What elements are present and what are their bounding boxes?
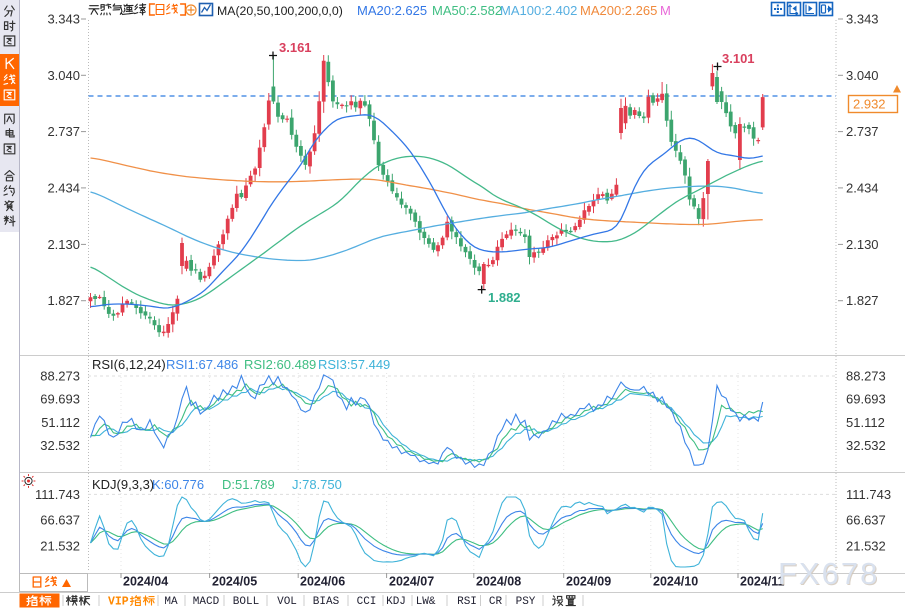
svg-text:3.343: 3.343 xyxy=(846,12,879,27)
svg-text:32.532: 32.532 xyxy=(40,438,80,453)
svg-text:MA(20,50,100,200,0,0): MA(20,50,100,200,0,0) xyxy=(217,4,343,18)
svg-text:CCI: CCI xyxy=(357,596,377,608)
svg-text:PSY: PSY xyxy=(516,596,536,608)
svg-text:51.112: 51.112 xyxy=(41,415,80,430)
svg-text:MA20:2.625: MA20:2.625 xyxy=(357,3,427,18)
svg-text:66.637: 66.637 xyxy=(40,513,80,528)
svg-text:21.532: 21.532 xyxy=(40,538,80,553)
svg-text:1.827: 1.827 xyxy=(47,293,80,308)
svg-text:2024/07: 2024/07 xyxy=(389,575,434,589)
svg-text:3.343: 3.343 xyxy=(47,12,80,27)
svg-text:MA: MA xyxy=(164,596,178,608)
svg-text:2.932: 2.932 xyxy=(853,97,886,112)
svg-text:RSI: RSI xyxy=(457,596,477,608)
svg-text:2.130: 2.130 xyxy=(846,237,879,252)
svg-text:2.737: 2.737 xyxy=(846,124,879,139)
svg-text:2.737: 2.737 xyxy=(47,124,80,139)
svg-text:21.532: 21.532 xyxy=(846,538,886,553)
svg-text:111.743: 111.743 xyxy=(846,487,891,502)
svg-text:3.161: 3.161 xyxy=(279,40,312,55)
svg-text:RSI3:57.449: RSI3:57.449 xyxy=(318,357,390,372)
svg-text:KDJ(9,3,3): KDJ(9,3,3) xyxy=(92,477,154,492)
svg-text:66.637: 66.637 xyxy=(846,513,886,528)
svg-text:88.273: 88.273 xyxy=(40,369,80,384)
svg-text:2024/09: 2024/09 xyxy=(566,575,611,589)
svg-text:FX678: FX678 xyxy=(779,557,880,592)
svg-text:VOL: VOL xyxy=(277,596,297,608)
svg-text:2024/05: 2024/05 xyxy=(212,575,257,589)
svg-text:MA200:2.265: MA200:2.265 xyxy=(580,3,657,18)
svg-text:BOLL: BOLL xyxy=(233,596,259,608)
svg-text:111.743: 111.743 xyxy=(35,487,80,502)
svg-text:2.130: 2.130 xyxy=(47,237,80,252)
svg-text:1.882: 1.882 xyxy=(488,290,521,305)
svg-text:CR: CR xyxy=(489,596,503,608)
svg-text:3.101: 3.101 xyxy=(722,51,755,66)
svg-text:VIP: VIP xyxy=(108,596,129,609)
svg-text:2024/11: 2024/11 xyxy=(740,575,785,589)
svg-text:2.434: 2.434 xyxy=(47,180,80,195)
svg-text:69.693: 69.693 xyxy=(40,392,80,407)
svg-text:FX678: FX678 xyxy=(778,556,879,591)
svg-text:2.434: 2.434 xyxy=(846,180,879,195)
svg-text:MA50:2.582: MA50:2.582 xyxy=(432,3,502,18)
svg-text:1.827: 1.827 xyxy=(846,293,879,308)
svg-text:32.532: 32.532 xyxy=(846,438,886,453)
svg-text:2024/06: 2024/06 xyxy=(300,575,345,589)
svg-text:51.112: 51.112 xyxy=(846,415,885,430)
svg-text:BIAS: BIAS xyxy=(313,596,340,608)
svg-text:88.273: 88.273 xyxy=(846,369,886,384)
svg-text:MA100:2.402: MA100:2.402 xyxy=(500,3,577,18)
svg-text:2024/08: 2024/08 xyxy=(476,575,521,589)
svg-text:KDJ: KDJ xyxy=(386,596,406,608)
svg-text:3.040: 3.040 xyxy=(846,68,879,83)
svg-text:K:60.776: K:60.776 xyxy=(152,477,204,492)
svg-text:RSI2:60.489: RSI2:60.489 xyxy=(244,357,316,372)
svg-text:69.693: 69.693 xyxy=(846,392,886,407)
svg-text:3.040: 3.040 xyxy=(47,68,80,83)
svg-text:2024/04: 2024/04 xyxy=(123,575,168,589)
svg-text:J:78.750: J:78.750 xyxy=(292,477,342,492)
svg-text:D:51.789: D:51.789 xyxy=(222,477,275,492)
svg-text:2024/10: 2024/10 xyxy=(653,575,698,589)
svg-text:RSI1:67.486: RSI1:67.486 xyxy=(166,357,238,372)
svg-text:LW&: LW& xyxy=(416,596,436,608)
svg-text:M: M xyxy=(660,3,671,18)
svg-text:MACD: MACD xyxy=(193,596,220,608)
svg-text:RSI(6,12,24): RSI(6,12,24) xyxy=(92,357,166,372)
